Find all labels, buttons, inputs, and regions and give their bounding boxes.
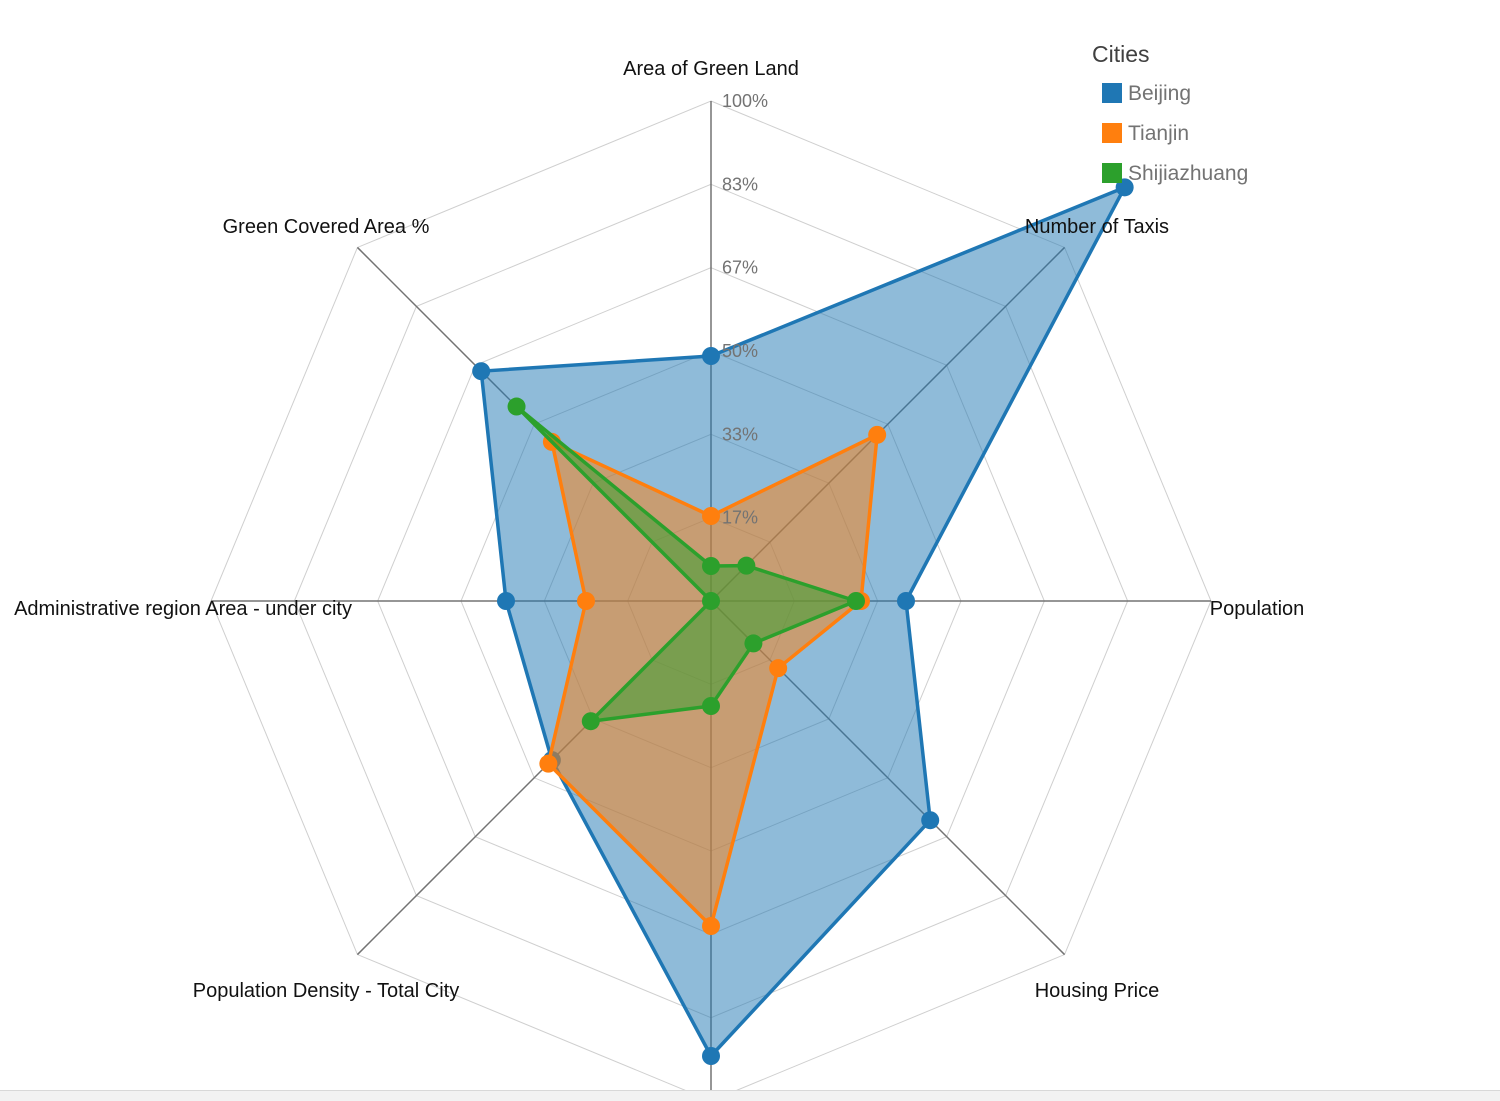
data-point-beijing-3 — [921, 811, 940, 830]
data-point-tianjin-6 — [577, 592, 595, 610]
level-label-3: 50% — [722, 341, 758, 361]
level-label-1: 17% — [722, 508, 758, 528]
axis-label-7: Green Covered Area % — [223, 216, 430, 238]
data-point-beijing-0 — [702, 347, 720, 365]
data-point-shijiazhuang-4 — [702, 697, 720, 715]
data-point-shijiazhuang-7 — [507, 397, 526, 416]
level-label-5: 83% — [722, 174, 758, 194]
data-point-tianjin-0 — [702, 507, 720, 525]
data-point-beijing-2 — [897, 592, 915, 610]
legend-swatch-tianjin — [1102, 123, 1122, 143]
level-label-4: 67% — [722, 258, 758, 278]
axis-label-5: Population Density - Total City — [193, 980, 459, 1002]
data-point-beijing-7 — [472, 362, 491, 381]
data-point-tianjin-3 — [769, 659, 788, 678]
legend-label-beijing: Beijing — [1128, 82, 1191, 105]
legend-swatch-beijing — [1102, 83, 1122, 103]
level-label-2: 33% — [722, 424, 758, 444]
legend-label-shijiazhuang: Shijiazhuang — [1128, 162, 1248, 185]
data-point-shijiazhuang-0 — [702, 557, 720, 575]
legend-title: Cities — [1092, 41, 1150, 67]
axis-label-1: Number of Taxis — [1025, 216, 1169, 238]
data-point-shijiazhuang-1 — [737, 556, 756, 575]
bottom-scrollbar-edge — [0, 1090, 1500, 1101]
data-point-shijiazhuang-5 — [581, 712, 600, 731]
data-point-beijing-4 — [702, 1047, 720, 1065]
level-label-6: 100% — [722, 91, 768, 111]
axis-label-2: Population — [1210, 598, 1305, 620]
data-point-beijing-6 — [497, 592, 515, 610]
data-point-shijiazhuang-6 — [702, 592, 720, 610]
axis-label-6: Administrative region Area - under city — [14, 598, 352, 620]
legend-label-tianjin: Tianjin — [1128, 122, 1189, 145]
data-point-tianjin-5 — [539, 754, 558, 773]
axis-label-0: Area of Green Land — [623, 58, 799, 80]
series-shijiazhuang — [507, 397, 865, 731]
grid-ring-6 — [210, 100, 1212, 1100]
level-label-layer: 17% 33% 50% 67% 83% 100% — [722, 91, 768, 528]
axis-label-layer: Area of Green Land Number of Taxis Populat… — [14, 58, 1304, 1002]
axis-label-3: Housing Price — [1035, 980, 1160, 1002]
data-point-shijiazhuang-2 — [847, 592, 865, 610]
series-layer — [472, 178, 1134, 1065]
legend: Cities Beijing Tianjin Shijiazhuang — [1092, 41, 1248, 185]
data-point-tianjin-1 — [868, 425, 887, 444]
data-point-tianjin-4 — [702, 917, 720, 935]
legend-swatch-shijiazhuang — [1102, 163, 1122, 183]
data-point-shijiazhuang-3 — [744, 634, 763, 653]
